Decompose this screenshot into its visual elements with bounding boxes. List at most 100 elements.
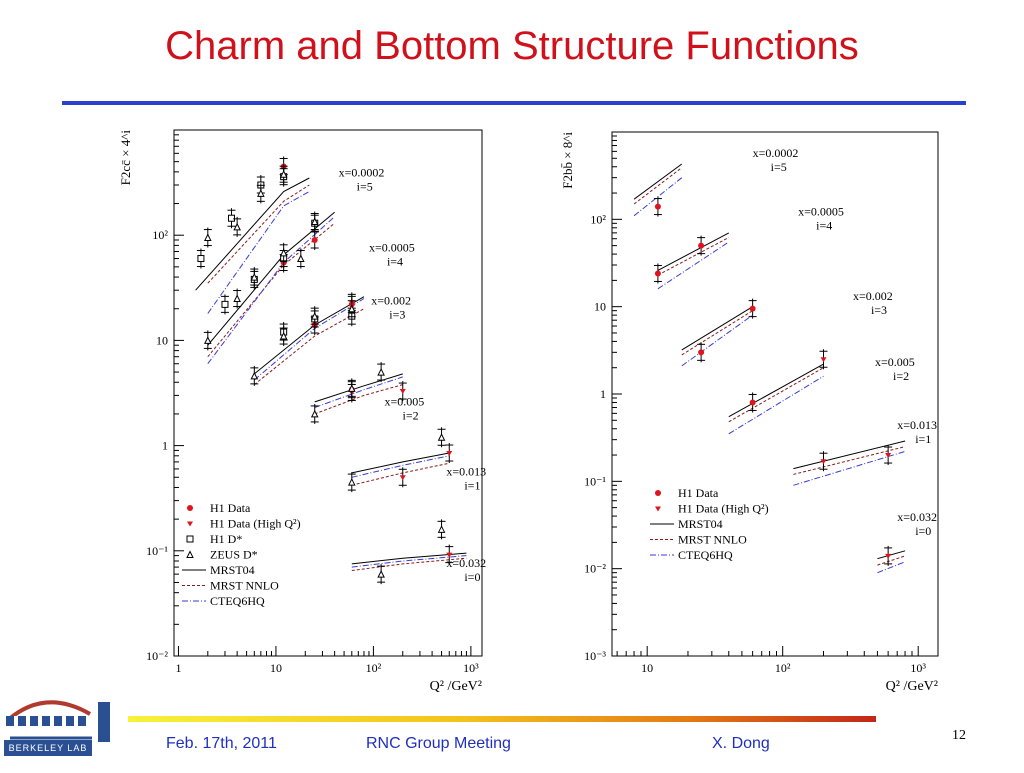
footer-gradient-bar: [128, 716, 876, 722]
mrst04-curve: [253, 296, 365, 375]
bin-x-label: x=0.0005: [369, 240, 415, 254]
bin-i-label: i=1: [464, 478, 480, 492]
legend-label: MRST NNLO: [210, 579, 279, 593]
mrst04-curve: [351, 452, 450, 474]
zeus-dstar-point: [377, 570, 385, 578]
zeus-dstar-point: [279, 331, 288, 340]
legend-h1-icon: [187, 505, 193, 511]
zeus-dstar-point: [279, 248, 288, 257]
cteq-curve: [314, 376, 403, 408]
bin-x-label: x=0.005: [385, 395, 425, 409]
bin-i-label: i=3: [389, 307, 405, 321]
legend-label: H1 Data: [210, 501, 251, 515]
bin-i-label: i=0: [464, 570, 480, 584]
berkeley-lab-logo: [0, 680, 120, 768]
cteq-curve: [793, 450, 906, 486]
mrst04-curve: [793, 440, 906, 470]
bin-x-label: x=0.002: [853, 289, 893, 303]
y-tick-label: 1: [600, 387, 606, 401]
mrst-nnlo-curve: [793, 446, 906, 475]
bin-x-label: x=0.0005: [798, 205, 844, 219]
mrst04-curve: [195, 177, 310, 291]
h1-high-q2-point: [885, 453, 892, 459]
x-tick-label: 10²: [775, 661, 791, 675]
mrst04-curve: [681, 306, 753, 351]
legend-label: ZEUS D*: [210, 548, 258, 562]
bin-x-label: x=0.013: [446, 464, 486, 478]
bin-x-label: x=0.0002: [339, 166, 385, 180]
bin-i-label: i=4: [387, 254, 403, 268]
footer-author: X. Dong: [712, 735, 770, 752]
h1-data-point: [654, 270, 661, 277]
x-tick-label: 10²: [366, 661, 382, 675]
zeus-dstar-point: [203, 233, 212, 242]
zeus-dstar-point: [250, 272, 259, 281]
mrst-nnlo-curve: [657, 237, 730, 276]
legend-label: H1 Data (High Q²): [678, 502, 769, 516]
bin-i-label: i=4: [816, 219, 832, 233]
slide-title: Charm and Bottom Structure Functions: [165, 24, 859, 68]
h1-data-point: [749, 305, 756, 312]
zeus-dstar-point: [279, 170, 288, 178]
cteq-curve: [877, 561, 906, 574]
title-underline: [62, 101, 966, 105]
mrst04-curve: [351, 552, 467, 565]
zeus-dstar-point: [310, 409, 319, 418]
mrst-nnlo-curve: [351, 557, 467, 571]
logo-text: BERKELEY LAB: [4, 740, 92, 756]
h1-data-point: [311, 237, 318, 244]
zeus-dstar-point: [257, 189, 265, 197]
x-tick-label: 10³: [463, 661, 479, 675]
cteq-curve: [207, 191, 310, 314]
y-tick-label: 10⁻³: [584, 649, 606, 663]
h1-data-point: [698, 242, 705, 249]
x-axis-label: Q² /GeV²: [886, 679, 938, 694]
y-tick-label: 10⁻¹: [584, 474, 606, 488]
legend-label: MRST04: [678, 517, 723, 531]
cteq-curve: [657, 241, 730, 290]
h1-data-point: [654, 203, 661, 210]
h1-high-q2-point: [446, 451, 453, 457]
zeus-dstar-point: [233, 294, 241, 303]
bin-x-label: x=0.032: [446, 556, 486, 570]
page-number: 12: [952, 728, 966, 743]
bin-i-label: i=3: [871, 303, 887, 317]
bin-i-label: i=2: [403, 409, 419, 423]
bin-x-label: x=0.032: [897, 510, 937, 524]
mrst-nnlo-curve: [207, 222, 335, 358]
x-tick-label: 10³: [910, 661, 926, 675]
mrst04-curve: [728, 363, 824, 418]
bin-i-label: i=5: [357, 180, 373, 194]
cteq-curve: [681, 314, 753, 367]
y-tick-label: 1: [162, 439, 168, 453]
h1-dstar-point: [227, 214, 235, 222]
legend-label: H1 D*: [210, 532, 242, 546]
cteq-curve: [728, 375, 824, 435]
x-axis-label: Q² /GeV²: [430, 679, 482, 694]
zeus-dstar-point: [437, 525, 446, 533]
h1-high-q2-point: [885, 553, 892, 559]
mrst-nnlo-curve: [314, 384, 403, 415]
zeus-dstar-point: [347, 477, 356, 486]
cteq-curve: [253, 298, 365, 381]
zeus-dstar-point: [310, 217, 319, 225]
h1-high-q2-point: [399, 475, 406, 481]
chart-legend: H1 Data H1 Data (High Q²)MRST04 MRST NNLOC…: [650, 486, 769, 562]
cteq-curve: [351, 555, 467, 568]
y-tick-label: 10: [594, 300, 606, 314]
plot-frame: [173, 129, 483, 657]
bin-i-label: i=0: [915, 524, 931, 538]
y-axis-label: F2bb̄ × 8^i: [560, 132, 575, 189]
chart-panel-1: 1 10 10² 10³ 10⁻² 10⁻¹ 1 10 10² Q² /GeV² F2cc̄ × 4…: [118, 129, 486, 694]
bin-x-label: x=0.013: [897, 418, 937, 432]
h1-dstar-point: [221, 300, 229, 308]
mrst-nnlo-curve: [253, 308, 365, 385]
